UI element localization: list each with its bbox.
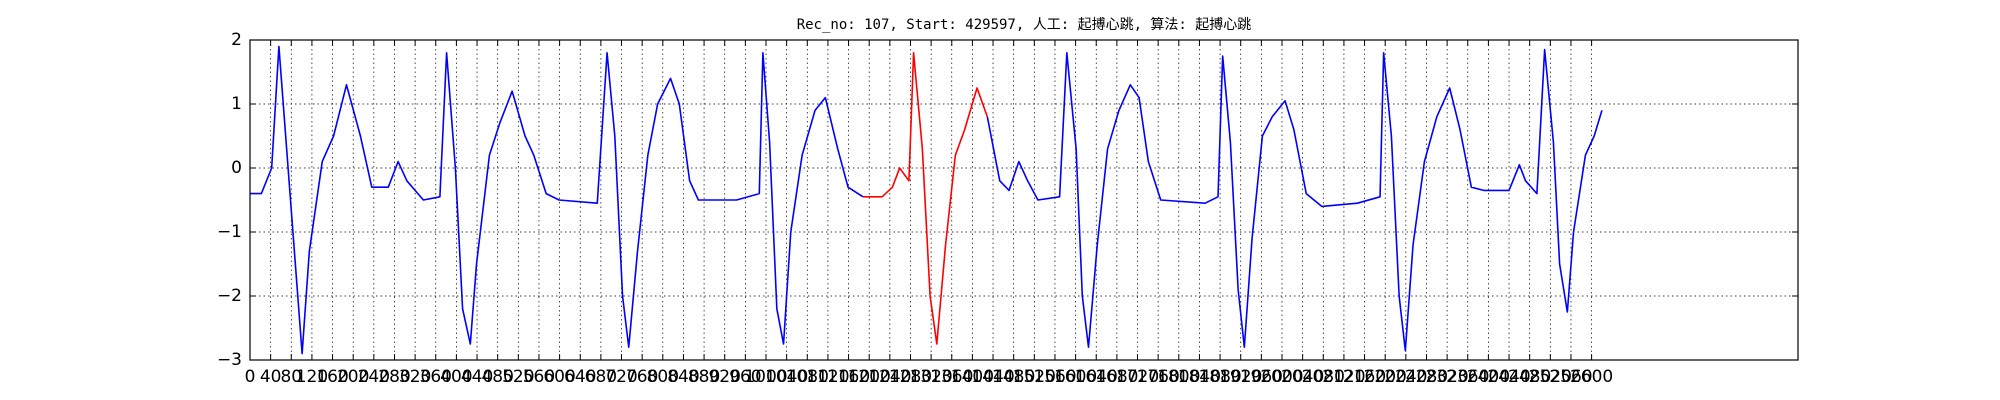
x-tick-label: 2360 [1446, 367, 1489, 387]
x-tick-label: 200 [337, 367, 369, 387]
x-tick-label: 80 [280, 367, 302, 387]
x-tick-label: 2600 [1570, 367, 1613, 387]
x-tick-label: 1400 [951, 367, 994, 387]
x-tick-label: 440 [461, 367, 493, 387]
x-tick-label: 2160 [1343, 367, 1386, 387]
y-tick-label: −3 [217, 350, 242, 370]
x-tick-label: 680 [585, 367, 617, 387]
x-tick-label: 1000 [744, 367, 787, 387]
y-tick-label: −1 [217, 222, 242, 242]
x-tick-label: 2560 [1549, 367, 1592, 387]
x-tick-label: 720 [605, 367, 637, 387]
x-tick-label: 1480 [992, 367, 1035, 387]
x-tick-label: 2040 [1281, 367, 1324, 387]
x-tick-label: 1760 [1137, 367, 1180, 387]
x-tick-label: 2480 [1508, 367, 1551, 387]
x-tick-label: 520 [502, 367, 534, 387]
x-tick-label: 1200 [848, 367, 891, 387]
x-tick-label: 1800 [1157, 367, 1200, 387]
chart-title: Rec_no: 107, Start: 429597, 人工: 起搏心跳, 算法… [797, 16, 1252, 33]
data-line [250, 45, 1603, 355]
x-tick-label: 560 [523, 367, 555, 387]
x-tick-label: 1040 [765, 367, 808, 387]
x-tick-label: 40 [260, 367, 282, 387]
x-tick-label: 1320 [909, 367, 952, 387]
x-tick-label: 1280 [889, 367, 932, 387]
x-tick-label: 480 [481, 367, 513, 387]
x-tick-label: 240 [358, 367, 390, 387]
x-tick-label: 2280 [1405, 367, 1448, 387]
data-line [863, 52, 989, 345]
x-tick-label: 2080 [1302, 367, 1345, 387]
x-tick-label: 1520 [1013, 367, 1056, 387]
x-tick-label: 160 [316, 367, 348, 387]
x-tick-label: 1080 [786, 367, 829, 387]
x-tick-label: 600 [543, 367, 575, 387]
x-tick-label: 1160 [827, 367, 870, 387]
x-tick-label: 2520 [1529, 367, 1572, 387]
x-tick-label: 360 [420, 367, 452, 387]
x-tick-label: 1960 [1240, 367, 1283, 387]
x-tick-label: 1440 [971, 367, 1014, 387]
x-tick-label: 2400 [1467, 367, 1510, 387]
x-tick-label: 640 [564, 367, 596, 387]
x-tick-label: 2440 [1487, 367, 1530, 387]
x-tick-label: 1600 [1054, 367, 1097, 387]
x-tick-label: 1120 [806, 367, 849, 387]
x-tick-label: 1840 [1178, 367, 1221, 387]
x-tick-label: 760 [626, 367, 658, 387]
x-tick-label: 1560 [1033, 367, 1076, 387]
x-tick-label: 920 [708, 367, 740, 387]
x-tick-label: 320 [399, 367, 431, 387]
x-tick-label: 2120 [1322, 367, 1365, 387]
x-tick-label: 880 [688, 367, 720, 387]
x-tick-label: 0 [245, 367, 256, 387]
x-tick-label: 120 [296, 367, 328, 387]
x-tick-label: 2200 [1364, 367, 1407, 387]
x-tick-label: 1720 [1116, 367, 1159, 387]
x-tick-label: 2320 [1425, 367, 1468, 387]
x-tick-label: 800 [647, 367, 679, 387]
x-tick-label: 1920 [1219, 367, 1262, 387]
x-tick-label: 1240 [868, 367, 911, 387]
y-tick-label: 1 [231, 94, 242, 114]
x-tick-label: 960 [729, 367, 761, 387]
x-tick-label: 280 [378, 367, 410, 387]
x-tick-label: 1880 [1198, 367, 1241, 387]
y-tick-label: −2 [217, 286, 242, 306]
x-tick-label: 840 [667, 367, 699, 387]
plot-frame [249, 39, 1799, 361]
x-tick-label: 1680 [1095, 367, 1138, 387]
x-tick-label: 2000 [1260, 367, 1303, 387]
x-tick-label: 2240 [1384, 367, 1427, 387]
y-tick-label: 2 [231, 30, 242, 50]
x-tick-label: 1640 [1075, 367, 1118, 387]
x-tick-label: 1360 [930, 367, 973, 387]
y-tick-label: 0 [231, 158, 242, 178]
x-tick-label: 400 [440, 367, 472, 387]
